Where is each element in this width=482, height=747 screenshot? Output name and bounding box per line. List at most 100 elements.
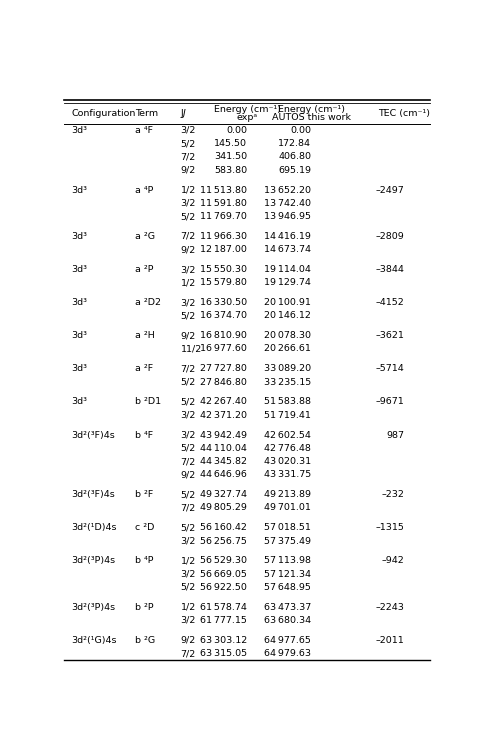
Text: 987: 987 [386,430,404,439]
Text: 5/2: 5/2 [181,212,196,221]
Text: 63 473.37: 63 473.37 [264,603,311,612]
Text: 3/2: 3/2 [181,570,196,579]
Text: 1/2: 1/2 [181,557,196,565]
Text: 172.84: 172.84 [278,139,311,148]
Text: 27 727.80: 27 727.80 [200,365,247,374]
Text: 11 966.30: 11 966.30 [200,232,247,241]
Text: 20 146.12: 20 146.12 [265,311,311,320]
Text: 63 303.12: 63 303.12 [200,636,247,645]
Text: 7/2: 7/2 [181,649,196,658]
Text: Energy (cm⁻¹): Energy (cm⁻¹) [278,105,345,114]
Text: 695.19: 695.19 [278,166,311,175]
Text: 13 652.20: 13 652.20 [264,185,311,194]
Text: 49 213.89: 49 213.89 [264,490,311,499]
Text: 51 583.88: 51 583.88 [264,397,311,406]
Text: 44 345.82: 44 345.82 [200,457,247,466]
Text: b ²G: b ²G [135,636,155,645]
Text: 3d²(³F)4s: 3d²(³F)4s [71,490,115,499]
Text: 3d³: 3d³ [71,232,87,241]
Text: 7/2: 7/2 [181,232,196,241]
Text: 44 646.96: 44 646.96 [200,471,247,480]
Text: –2809: –2809 [375,232,404,241]
Text: a ²H: a ²H [135,331,155,340]
Text: 3d³: 3d³ [71,331,87,340]
Text: TEC (cm⁻¹): TEC (cm⁻¹) [378,109,430,118]
Text: 49 805.29: 49 805.29 [200,503,247,512]
Text: 5/2: 5/2 [181,444,196,453]
Text: expᵃ: expᵃ [237,113,257,122]
Text: –2243: –2243 [375,603,404,612]
Text: 15 579.80: 15 579.80 [200,279,247,288]
Text: 3/2: 3/2 [181,536,196,545]
Text: b ²F: b ²F [135,490,153,499]
Text: 63 315.05: 63 315.05 [200,649,247,658]
Text: 9/2: 9/2 [181,471,196,480]
Text: 3d³: 3d³ [71,365,87,374]
Text: 16 330.50: 16 330.50 [200,298,247,307]
Text: 3/2: 3/2 [181,616,196,625]
Text: c ²D: c ²D [135,524,154,533]
Text: –2011: –2011 [375,636,404,645]
Text: a ²F: a ²F [135,365,153,374]
Text: 33 089.20: 33 089.20 [264,365,311,374]
Text: 5/2: 5/2 [181,397,196,406]
Text: –2497: –2497 [375,185,404,194]
Text: 406.80: 406.80 [278,152,311,161]
Text: 3d³: 3d³ [71,298,87,307]
Text: 15 550.30: 15 550.30 [200,265,247,274]
Text: $J$: $J$ [181,107,187,120]
Text: 14 416.19: 14 416.19 [265,232,311,241]
Text: –232: –232 [381,490,404,499]
Text: 57 113.98: 57 113.98 [264,557,311,565]
Text: 3d²(¹D)4s: 3d²(¹D)4s [71,524,117,533]
Text: 3/2: 3/2 [181,430,196,439]
Text: –1315: –1315 [375,524,404,533]
Text: 27 846.80: 27 846.80 [200,377,247,387]
Text: 11 513.80: 11 513.80 [200,185,247,194]
Text: 42 776.48: 42 776.48 [265,444,311,453]
Text: 14 673.74: 14 673.74 [264,245,311,254]
Text: 56 160.42: 56 160.42 [200,524,247,533]
Text: 7/2: 7/2 [181,365,196,374]
Text: 61 578.74: 61 578.74 [200,603,247,612]
Text: b ⁴P: b ⁴P [135,557,153,565]
Text: 145.50: 145.50 [214,139,247,148]
Text: 583.80: 583.80 [214,166,247,175]
Text: 43 942.49: 43 942.49 [200,430,247,439]
Text: 12 187.00: 12 187.00 [200,245,247,254]
Text: 3d²(³P)4s: 3d²(³P)4s [71,557,116,565]
Text: 7/2: 7/2 [181,457,196,466]
Text: –4152: –4152 [375,298,404,307]
Text: 5/2: 5/2 [181,311,196,320]
Text: 51 719.41: 51 719.41 [265,411,311,420]
Text: 3/2: 3/2 [181,265,196,274]
Text: Configuration: Configuration [71,109,136,118]
Text: 19 129.74: 19 129.74 [265,279,311,288]
Text: a ⁴F: a ⁴F [135,126,153,135]
Text: 42 267.40: 42 267.40 [200,397,247,406]
Text: 9/2: 9/2 [181,166,196,175]
Text: 33 235.15: 33 235.15 [264,377,311,387]
Text: –3844: –3844 [375,265,404,274]
Text: a ²D2: a ²D2 [135,298,161,307]
Text: 56 669.05: 56 669.05 [200,570,247,579]
Text: 3d²(³P)4s: 3d²(³P)4s [71,603,116,612]
Text: 1/2: 1/2 [181,603,196,612]
Text: 1/2: 1/2 [181,185,196,194]
Text: 7/2: 7/2 [181,503,196,512]
Text: 3d³: 3d³ [71,265,87,274]
Text: 16 977.60: 16 977.60 [200,344,247,353]
Text: –3621: –3621 [375,331,404,340]
Text: 0.00: 0.00 [290,126,311,135]
Text: 9/2: 9/2 [181,636,196,645]
Text: 57 121.34: 57 121.34 [264,570,311,579]
Text: 57 648.95: 57 648.95 [265,583,311,592]
Text: 43 331.75: 43 331.75 [264,471,311,480]
Text: 3/2: 3/2 [181,411,196,420]
Text: 341.50: 341.50 [214,152,247,161]
Text: 3d²(³F)4s: 3d²(³F)4s [71,430,115,439]
Text: 56 529.30: 56 529.30 [200,557,247,565]
Text: 5/2: 5/2 [181,583,196,592]
Text: 49 327.74: 49 327.74 [200,490,247,499]
Text: –942: –942 [381,557,404,565]
